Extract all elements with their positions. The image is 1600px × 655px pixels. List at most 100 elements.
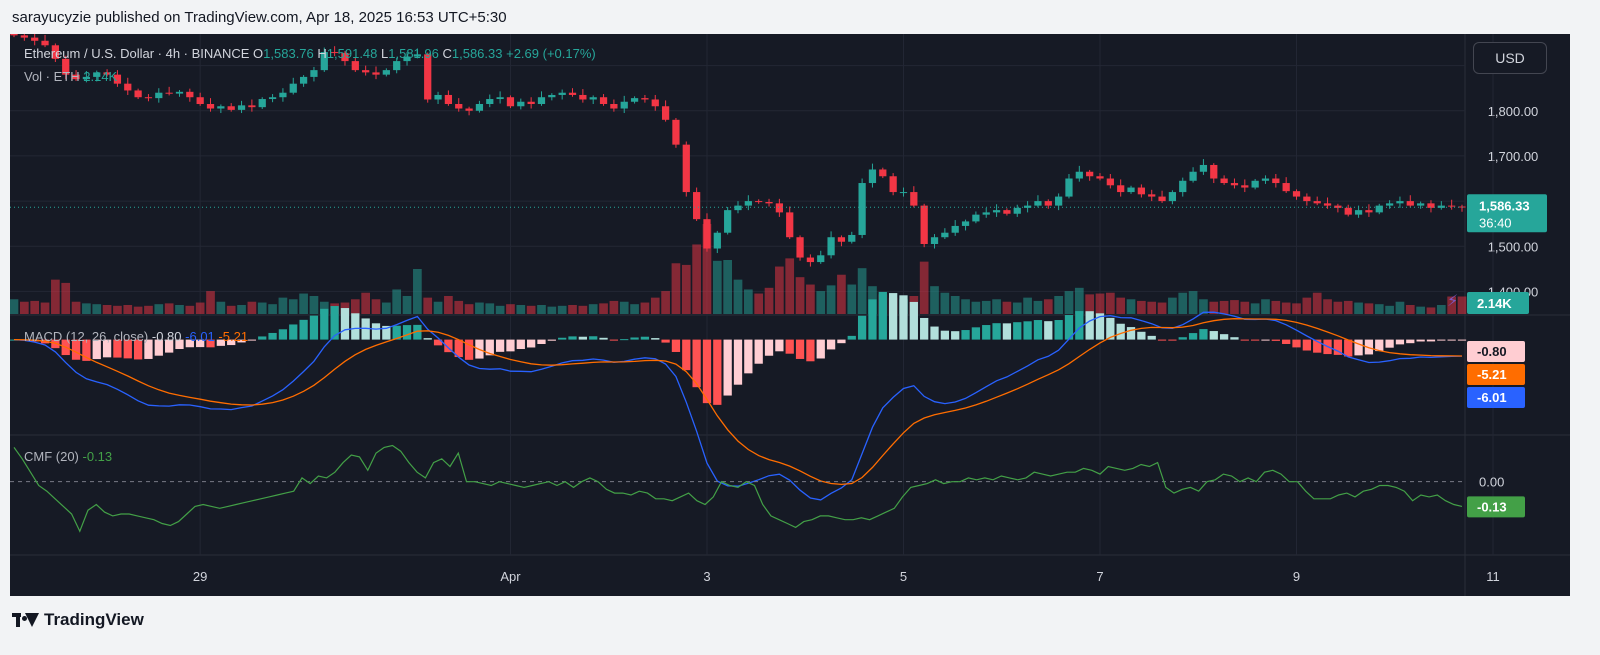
x-tick-label: 29: [193, 569, 207, 584]
macd-histogram-bar: [506, 339, 515, 352]
volume-bar: [981, 300, 991, 314]
candle-body: [393, 61, 401, 71]
macd-histogram-bar: [1395, 339, 1405, 345]
macd-histogram-bar: [289, 324, 298, 340]
volume-bar: [1364, 303, 1374, 314]
candle-body: [103, 72, 111, 75]
volume-bar: [1312, 292, 1322, 314]
x-tick-label: 7: [1096, 569, 1103, 584]
volume-bar: [10, 299, 19, 314]
candle-body: [1323, 203, 1332, 206]
candle-body: [268, 97, 277, 100]
macd-histogram-bar: [1302, 339, 1311, 351]
volume-bar: [1095, 293, 1105, 314]
y-tick-label: 1,500.00: [1488, 239, 1539, 254]
candle-body: [1086, 171, 1094, 177]
macd-histogram-bar: [537, 339, 546, 344]
last-price-label: 1,586.33: [1479, 198, 1530, 213]
x-tick-label: 11: [1486, 569, 1500, 584]
macd-histogram-bar: [682, 339, 691, 371]
volume-bar: [123, 305, 133, 314]
volume-bar: [1374, 304, 1384, 314]
macd-histogram-bar: [578, 336, 587, 340]
candle-body: [827, 237, 835, 256]
currency-button[interactable]: USD: [1473, 42, 1547, 74]
candle-body: [537, 97, 546, 104]
macd-histogram-bar: [71, 339, 81, 360]
candle-body: [1272, 178, 1280, 184]
volume-bar: [1199, 299, 1208, 314]
volume-bar: [971, 301, 981, 314]
macd-histogram-bar: [1219, 334, 1229, 340]
macd-histogram-bar: [1137, 331, 1146, 340]
candle-body: [796, 237, 804, 258]
candle-body: [1210, 164, 1218, 179]
candle-body: [1251, 180, 1259, 188]
volume-bar: [1033, 300, 1043, 314]
macd-histogram-bar: [278, 329, 288, 340]
volume-bar: [51, 279, 60, 314]
macd-histogram-bar: [764, 339, 774, 356]
macd-hist-axis-label-bg: [1467, 341, 1525, 362]
candle-body: [455, 104, 463, 109]
macd-histogram-bar: [899, 295, 908, 340]
macd-histogram-bar: [795, 339, 805, 359]
macd-histogram-bar: [1375, 339, 1384, 352]
macd-histogram-bar: [206, 339, 215, 348]
candle-body: [1365, 210, 1373, 213]
candle-body: [496, 97, 504, 100]
volume-bar: [433, 301, 443, 314]
signal-line: [13, 318, 1463, 486]
volume-bar: [1250, 303, 1260, 314]
candle-body: [610, 104, 618, 109]
candle-body: [31, 37, 39, 41]
candle-body: [1354, 210, 1363, 215]
footer-brand: TradingView: [12, 610, 144, 630]
macd-histogram-bar: [1240, 339, 1249, 341]
volume-bar: [402, 296, 412, 314]
candle-body: [279, 92, 287, 98]
candle-body: [434, 94, 442, 100]
chart-canvas[interactable]: 1,900.001,800.001,700.001,600.001,500.00…: [10, 34, 1570, 596]
chart-frame[interactable]: 1,900.001,800.001,700.001,600.001,500.00…: [10, 34, 1570, 596]
candle-body: [62, 58, 70, 75]
volume-bar: [30, 300, 40, 314]
macd-histogram-bar: [133, 339, 143, 360]
candle-body: [620, 101, 628, 109]
volume-bar: [1240, 301, 1250, 314]
candle-body: [258, 99, 266, 108]
volume-bar: [61, 282, 71, 314]
candle-body: [941, 232, 949, 238]
macd-histogram-bar: [1147, 335, 1156, 340]
candle-body: [1127, 187, 1135, 193]
volume-bar: [102, 305, 112, 314]
candle-body: [1448, 205, 1456, 207]
macd-histogram-bar: [165, 339, 174, 353]
volume-bar: [1343, 300, 1353, 314]
volume-bar: [919, 261, 929, 314]
macd-histogram-bar: [1075, 311, 1084, 340]
candle-body: [848, 234, 856, 242]
volume-bar: [1209, 301, 1219, 314]
candle-body: [775, 203, 783, 213]
candle-body: [1396, 201, 1404, 204]
volume-bar: [371, 299, 381, 314]
volume-bar: [164, 303, 174, 314]
candle-body: [868, 169, 877, 184]
candle-body: [1230, 183, 1239, 186]
volume-bar: [19, 301, 29, 314]
volume-bar: [795, 277, 805, 314]
volume-bar: [661, 291, 670, 314]
macd-histogram-bar: [1085, 311, 1094, 340]
candle-body: [51, 45, 59, 59]
symbol-title[interactable]: Ethereum / U.S. Dollar · 4h · BINANCE: [24, 46, 250, 61]
candle-body: [217, 106, 225, 109]
macd-histogram-bar: [196, 339, 205, 348]
x-tick-label: 5: [900, 569, 907, 584]
macd-histogram-bar: [144, 339, 153, 359]
macd-histogram-bar: [113, 339, 122, 358]
volume-bar: [247, 301, 257, 314]
candle-body: [930, 237, 939, 244]
macd-histogram-bar: [216, 339, 225, 346]
volume-bar: [671, 263, 681, 314]
